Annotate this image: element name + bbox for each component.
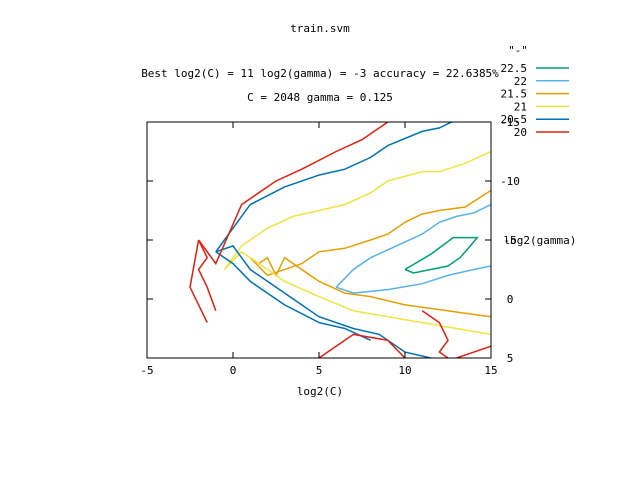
contour-20-5-path-0	[215, 122, 454, 253]
legend-label: 21	[514, 100, 527, 113]
legend-label: 20.5	[501, 113, 528, 126]
contour-20-path-5	[456, 345, 491, 358]
contour-21-5-path-1	[249, 256, 491, 318]
legend-label: 21.5	[501, 88, 528, 101]
legend-title: "-"	[508, 44, 528, 57]
y-tick-label: 5	[507, 352, 514, 365]
contour-22-path-0	[335, 203, 491, 288]
y-axis-ticks: -15 -10 -5 0 5	[147, 116, 520, 365]
contour-20-path-0	[197, 122, 390, 266]
contour-20-5-path-2	[215, 251, 371, 341]
legend-label: 20	[514, 126, 527, 139]
contour-21-path-1	[223, 250, 491, 336]
x-tick-label: 0	[230, 364, 237, 377]
legend-label: 22.5	[501, 62, 528, 75]
x-axis-ticks: -5 0 5 10 15	[140, 122, 498, 377]
chart-subtitle-best: Best log2(C) = 11 log2(gamma) = -3 accur…	[141, 67, 499, 80]
x-tick-label: 10	[398, 364, 411, 377]
y-tick-label: -15	[500, 116, 520, 129]
contour-20-path-3	[318, 333, 406, 358]
y-tick-label: -5	[503, 234, 516, 247]
contour-21-5-path-0	[249, 189, 491, 277]
y-tick-label: -10	[500, 175, 520, 188]
contour-lines	[189, 122, 491, 358]
contour-22-path-1	[335, 265, 491, 294]
contour-20-5-path-1	[215, 245, 431, 358]
y-tick-label: 0	[507, 293, 514, 306]
legend-label: 22	[514, 75, 527, 88]
contour-21-path-0	[223, 150, 491, 270]
y-axis-label: log2(gamma)	[504, 234, 577, 247]
contour-20-path-2	[189, 239, 208, 323]
x-tick-label: 15	[484, 364, 497, 377]
chart-subtitle-params: C = 2048 gamma = 0.125	[247, 91, 393, 104]
x-axis-label: log2(C)	[297, 385, 343, 398]
contour-20-path-1	[197, 239, 217, 312]
chart-title: train.svm	[290, 22, 350, 35]
contour-22-5-path-0	[404, 236, 479, 274]
x-tick-label: 5	[316, 364, 323, 377]
x-tick-label: -5	[140, 364, 153, 377]
contour-20-path-4	[421, 310, 449, 358]
